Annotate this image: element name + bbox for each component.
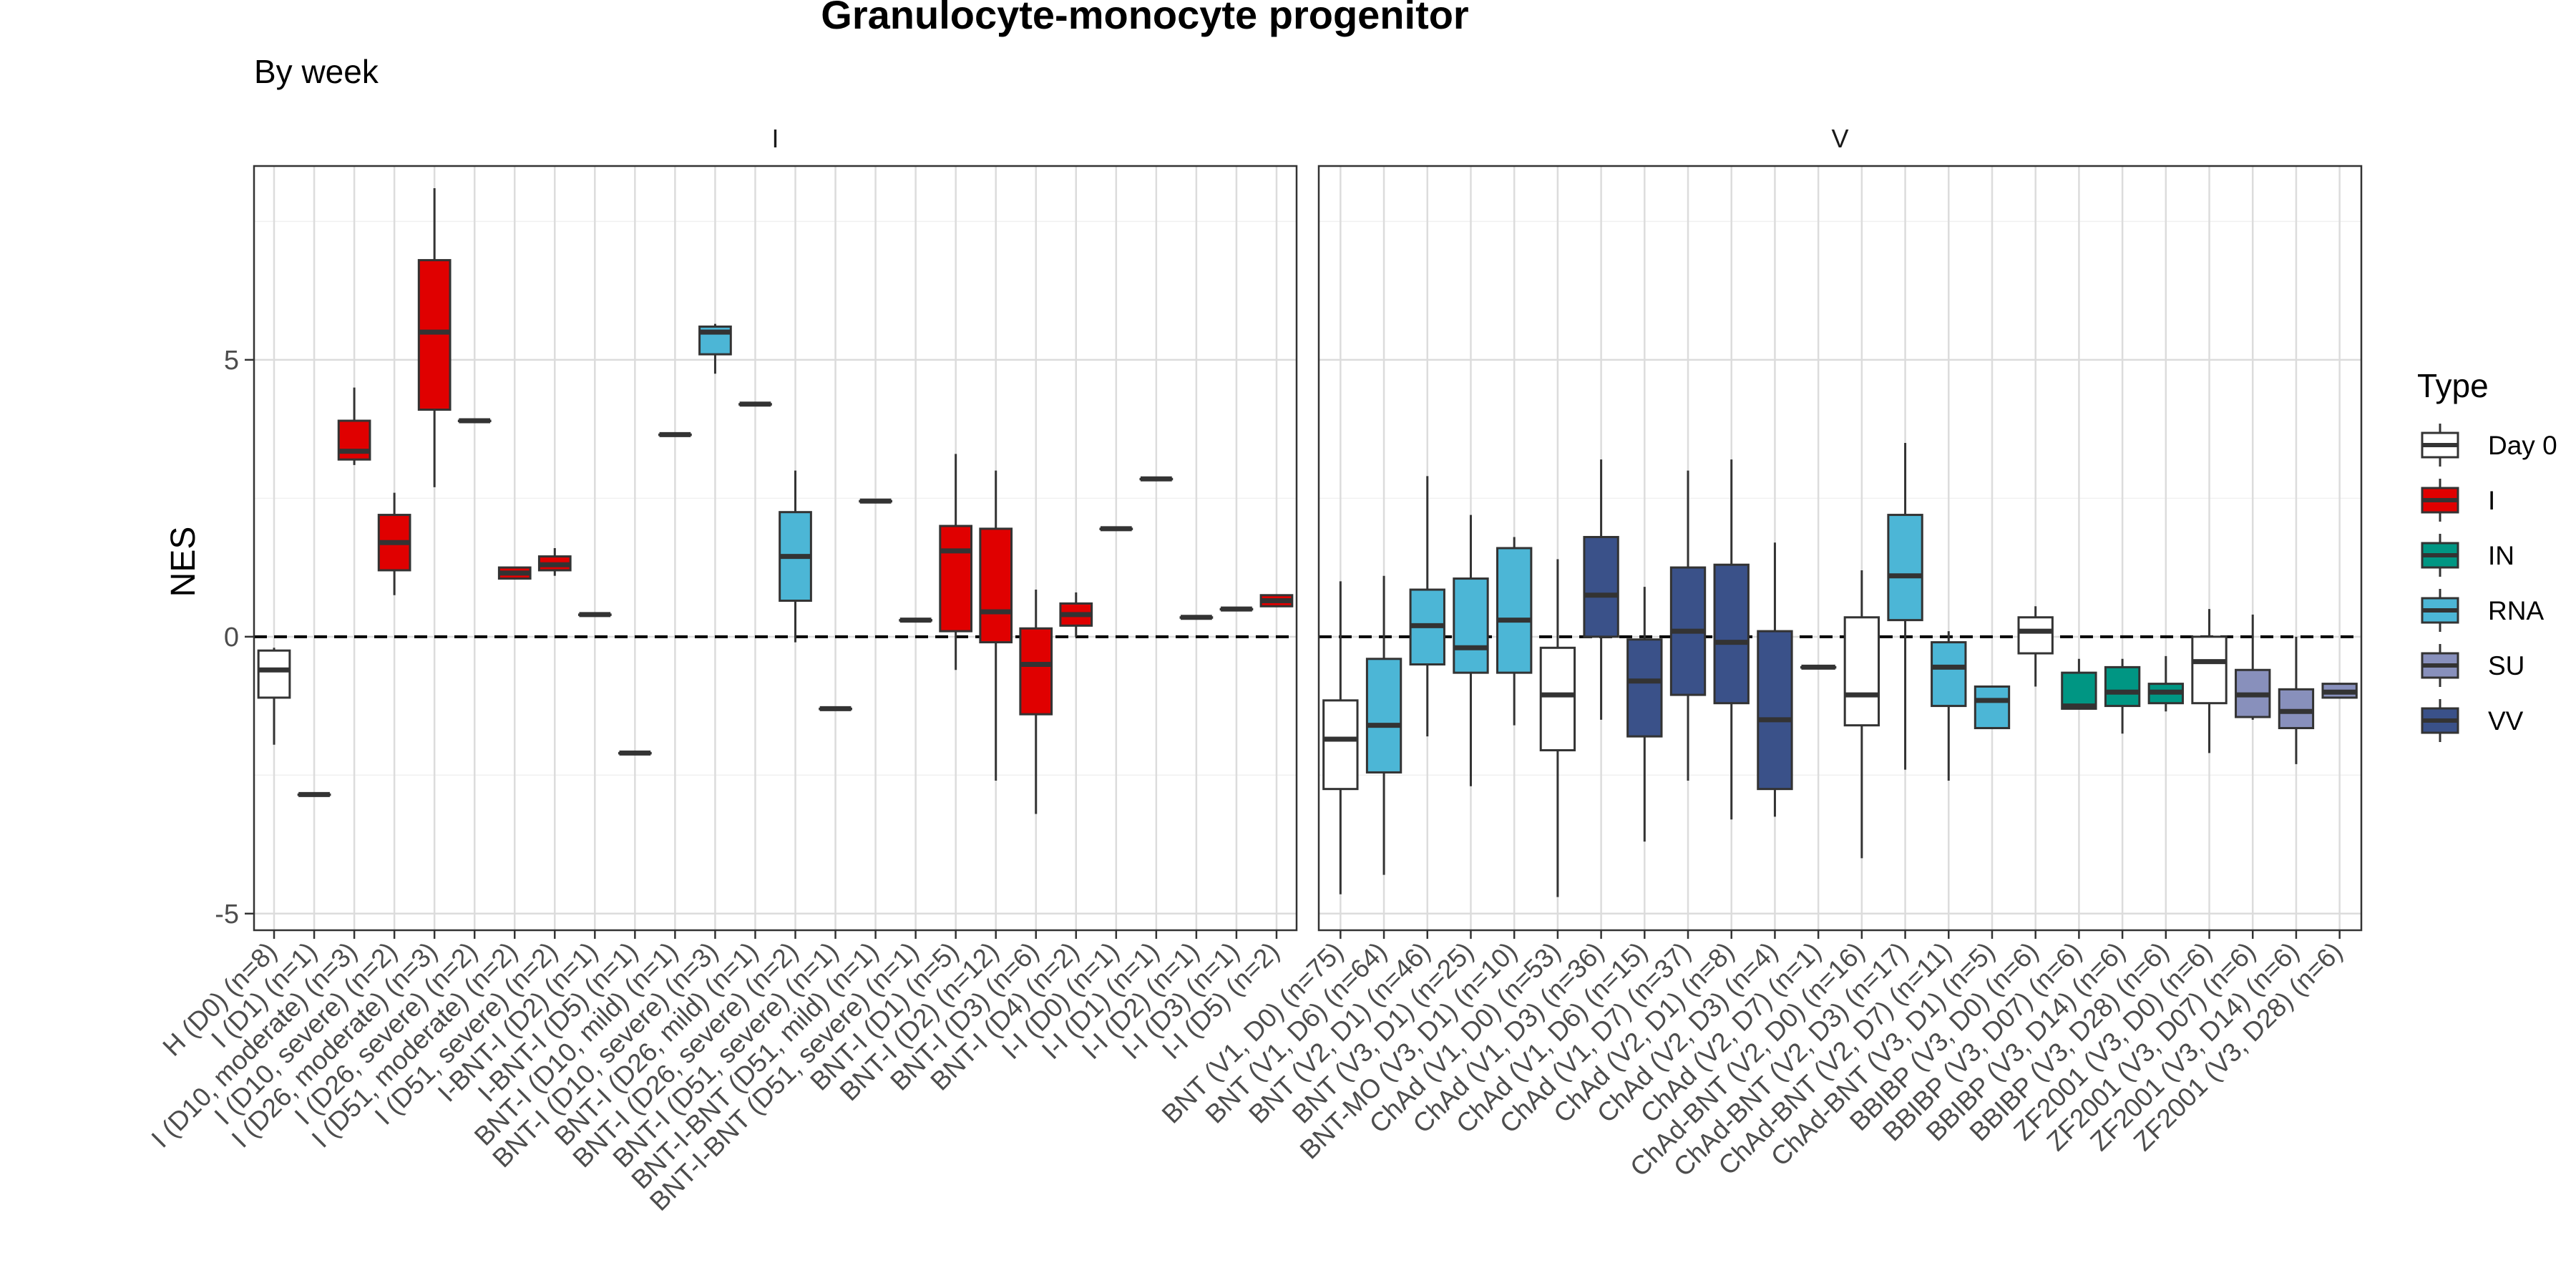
box-12 [698,323,732,374]
box-6 [1539,559,1576,897]
panel-background [1319,166,2361,930]
box-15 [1931,631,1967,781]
box-16 [859,498,892,504]
box-body [2278,688,2315,730]
box-2 [1365,575,1402,875]
box-7 [497,566,532,580]
box-15 [819,706,852,711]
y-tick-label: 0 [224,623,239,653]
box-21 [1059,592,1093,637]
facet-strip-label: V [1831,124,1848,153]
box-body [1583,536,1619,638]
box-18 [2061,658,2097,710]
box-17 [2017,606,2054,687]
box-19 [2104,658,2141,734]
box-1 [257,648,291,745]
panel-border [253,165,1298,932]
box-5 [1496,537,1533,726]
legend-label: SU [2488,651,2524,680]
box-14 [1887,442,1923,770]
box-body [1322,699,1359,791]
box-8 [537,548,572,576]
box-body [1887,514,1923,622]
box-body [1019,627,1053,716]
box-17 [899,618,932,623]
box-22 [1099,526,1133,532]
box-body [1757,630,1793,791]
legend-label: I [2488,486,2495,515]
box-body [1974,685,2011,730]
y-tick-label: 5 [224,346,239,376]
box-body [417,259,452,411]
box-11 [1757,542,1793,817]
box-body [1931,641,1967,708]
legend: Type Day 0 I IN RNA SU VV [2417,367,2557,742]
legend-label: Day 0 [2488,431,2557,460]
legend-label: IN [2488,541,2514,570]
box-26 [1259,594,1294,608]
box-1 [1322,581,1359,894]
facet-panel-I: IH (D0) (n=8)I (D1) (n=1)I (D10, moderat… [146,124,1298,1216]
box-body [1365,658,1402,774]
box-body [979,527,1013,644]
chart-subtitle: By week [254,53,379,90]
box-body [2017,616,2054,655]
box-25 [1219,606,1254,612]
legend-item: IN [2421,534,2514,577]
box-body [1713,563,1750,705]
legend-item: RNA [2421,589,2544,632]
box-4 [377,492,411,595]
box-9 [1669,470,1707,781]
legend-item: I [2421,479,2495,522]
box-body [1626,638,1663,738]
box-10 [1713,459,1750,820]
box-2 [297,791,331,797]
box-13 [738,401,772,407]
box-body [257,649,291,699]
box-12 [1800,664,1837,670]
box-11 [658,431,692,437]
box-22 [2235,614,2271,720]
box-body [1843,616,1880,727]
legend-title: Type [2417,367,2489,404]
box-24 [2321,683,2358,699]
box-7 [1583,459,1619,720]
panel-border [1317,165,2363,932]
box-3 [337,387,371,465]
box-23 [2278,636,2315,764]
box-16 [1974,685,2011,730]
chart-title: Granulocyte-monocyte progenitor [821,0,1468,37]
box-14 [779,470,812,643]
box-body [1453,577,1489,674]
legend-item: Day 0 [2421,424,2557,467]
box-13 [1843,570,1880,859]
legend-label: RNA [2488,596,2544,625]
legend-label: VV [2488,706,2524,736]
y-tick-label: -5 [215,899,239,930]
box-body [1496,547,1533,674]
box-body [2191,635,2228,705]
box-body [2104,665,2141,708]
legend-item: VV [2421,699,2524,742]
legend-item: SU [2421,644,2524,687]
box-18 [939,454,973,670]
box-5 [417,187,452,487]
box-21 [2191,609,2228,753]
box-3 [1409,476,1445,737]
box-20 [2147,655,2184,712]
box-8 [1626,587,1663,842]
facet-strip-label: I [771,124,779,153]
y-axis-label: NES [165,527,203,597]
box-19 [979,470,1013,781]
box-body [939,525,973,633]
box-20 [1019,590,1053,814]
box-4 [1453,514,1489,786]
box-body [1539,646,1576,751]
box-body [2061,671,2097,710]
